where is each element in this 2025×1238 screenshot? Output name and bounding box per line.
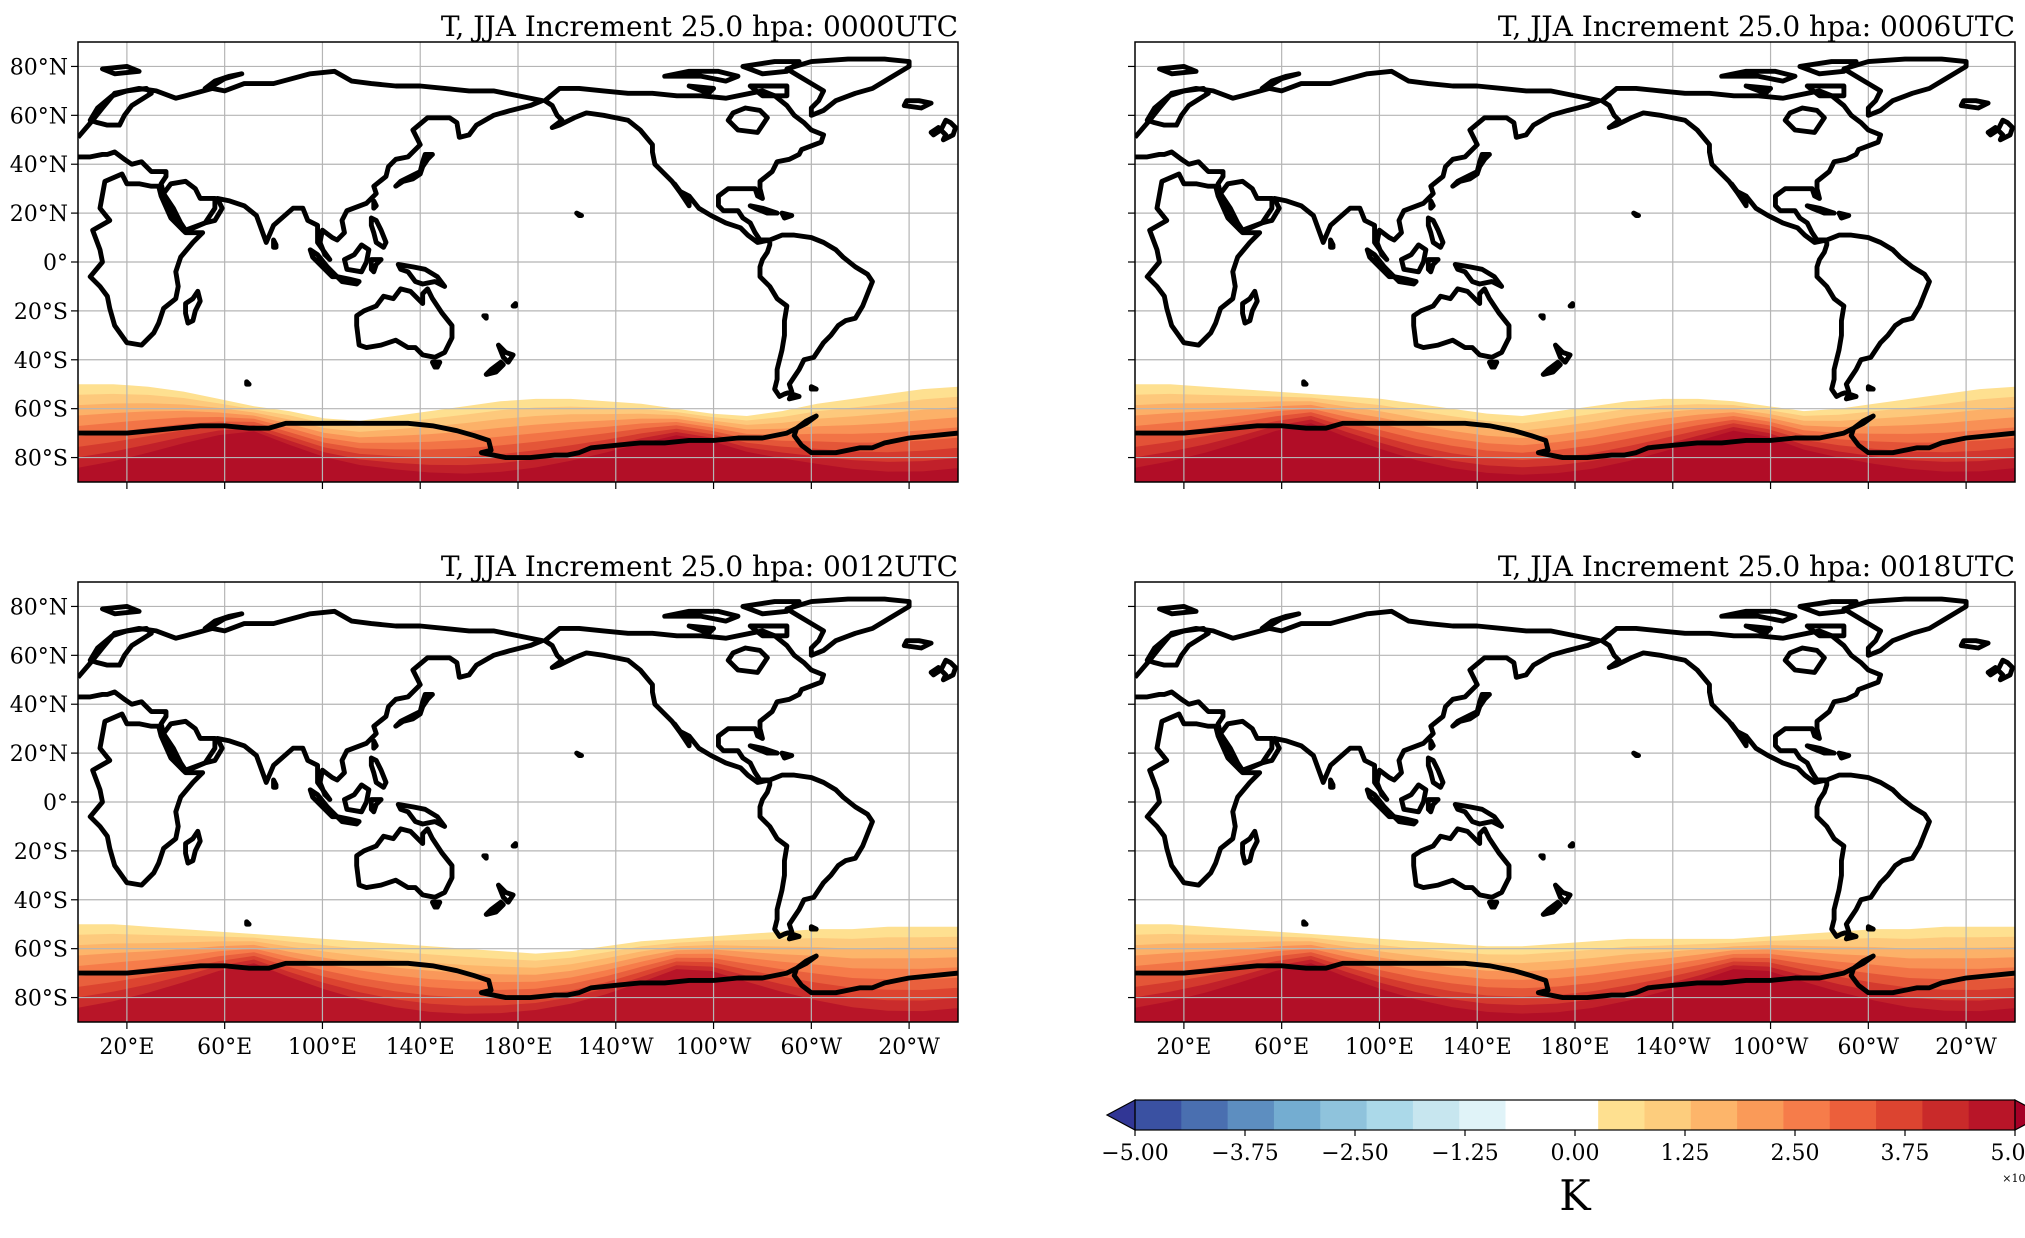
lon-tick-label: 180°E xyxy=(483,1035,552,1060)
colorbar-extend-low xyxy=(1105,1098,1136,1132)
colorbar-swatch xyxy=(1783,1100,1831,1130)
contour-level-8 xyxy=(1135,963,2015,1022)
lat-tick-label: 80°S xyxy=(14,447,68,472)
lon-tick-label: 140°E xyxy=(386,1035,455,1060)
lat-tick-label: 20°N xyxy=(10,742,68,767)
lat-tick-label: 80°N xyxy=(10,595,68,620)
colorbar-tick-label: −1.25 xyxy=(1431,1141,1498,1166)
colorbar-swatch xyxy=(1876,1100,1923,1130)
colorbar-swatch xyxy=(1135,1100,1182,1130)
colorbar-swatch xyxy=(1551,1100,1599,1130)
colorbar-swatch xyxy=(1922,1100,1970,1130)
lon-tick-label: 60°W xyxy=(781,1035,843,1060)
lat-tick-label: 0° xyxy=(43,791,68,816)
colorbar-swatch xyxy=(1598,1100,1645,1130)
lon-tick-label: 140°E xyxy=(1443,1035,1512,1060)
map-panel-1: T, JJA Increment 25.0 hpa: 0006UTC xyxy=(1128,10,2016,489)
colorbar-swatch xyxy=(1737,1100,1784,1130)
lon-tick-label: 100°W xyxy=(676,1035,752,1060)
lon-tick-label: 140°W xyxy=(578,1035,654,1060)
colorbar-swatch xyxy=(1829,1100,1877,1130)
map-panel-0: T, JJA Increment 25.0 hpa: 0000UTC 80°N 60… xyxy=(10,10,959,489)
colorbar-tick-label: −2.50 xyxy=(1321,1141,1388,1166)
colorbar-swatch xyxy=(1412,1100,1460,1130)
lat-tick-label: 80°S xyxy=(14,987,68,1012)
colorbar-swatch xyxy=(1273,1100,1321,1130)
lat-tick-label: 80°N xyxy=(10,55,68,80)
panel-title: T, JJA Increment 25.0 hpa: 0000UTC xyxy=(441,10,958,43)
lat-tick-label: 0° xyxy=(43,251,68,276)
lon-tick-label: 20°W xyxy=(878,1035,940,1060)
colorbar-swatch xyxy=(1320,1100,1368,1130)
lat-tick-label: 40°N xyxy=(10,153,68,178)
colorbar-swatch xyxy=(1181,1100,1229,1130)
map-panel-2: T, JJA Increment 25.0 hpa: 0012UTC 80°N 60… xyxy=(10,550,959,1060)
contour-level-8 xyxy=(78,963,958,1022)
colorbar-tick-label: 2.50 xyxy=(1771,1141,1820,1166)
lat-tick-label: 20°N xyxy=(10,202,68,227)
colorbar: −5.00 −3.75 −2.50 −1.25 0.00 1.25 2.50 3.75 5.00… xyxy=(1101,1098,2025,1220)
colorbar-tick-label: −3.75 xyxy=(1211,1141,1278,1166)
lat-tick-label: 40°S xyxy=(14,349,68,374)
lon-tick-label: 60°E xyxy=(197,1035,252,1060)
lon-tick-label: 100°E xyxy=(1345,1035,1414,1060)
lat-tick-label: 60°N xyxy=(10,644,68,669)
colorbar-tick-label: −5.00 xyxy=(1101,1141,1168,1166)
panel-title: T, JJA Increment 25.0 hpa: 0006UTC xyxy=(1498,10,2015,43)
lat-tick-label: 60°S xyxy=(14,938,68,963)
lon-tick-label: 60°W xyxy=(1838,1035,1900,1060)
colorbar-swatch xyxy=(1968,1100,2016,1130)
colorbar-tick-label: 3.75 xyxy=(1881,1141,1930,1166)
panel-title: T, JJA Increment 25.0 hpa: 0012UTC xyxy=(441,550,958,583)
lon-tick-label: 20°E xyxy=(1156,1035,1211,1060)
lon-tick-label: 60°E xyxy=(1254,1035,1309,1060)
colorbar-extend-high xyxy=(2014,1098,2025,1132)
colorbar-swatch xyxy=(1644,1100,1692,1130)
lon-tick-label: 140°W xyxy=(1635,1035,1711,1060)
colorbar-tick-label: 1.25 xyxy=(1661,1141,1710,1166)
lat-tick-label: 40°S xyxy=(14,889,68,914)
contour-level-8 xyxy=(1135,423,2015,482)
panel-title: T, JJA Increment 25.0 hpa: 0018UTC xyxy=(1498,550,2015,583)
lon-tick-label: 100°E xyxy=(288,1035,357,1060)
colorbar-multiplier: ×10⁻¹ xyxy=(2002,1172,2025,1185)
lon-tick-label: 20°E xyxy=(99,1035,154,1060)
colorbar-label: K xyxy=(1559,1171,1592,1220)
colorbar-tick-label: 5.00 xyxy=(1991,1141,2025,1166)
lat-tick-label: 60°S xyxy=(14,398,68,423)
colorbar-swatch xyxy=(1366,1100,1414,1130)
lon-tick-label: 20°W xyxy=(1935,1035,1997,1060)
colorbar-swatch xyxy=(1505,1100,1553,1130)
colorbar-swatch xyxy=(1459,1100,1507,1130)
contour-level-8 xyxy=(78,431,958,482)
lat-tick-label: 60°N xyxy=(10,104,68,129)
colorbar-swatch xyxy=(1227,1100,1275,1130)
colorbar-tick-label: 0.00 xyxy=(1551,1141,1600,1166)
gridlines xyxy=(78,42,958,482)
lon-tick-label: 180°E xyxy=(1540,1035,1609,1060)
lat-tick-label: 20°S xyxy=(14,840,68,865)
colorbar-swatch xyxy=(1690,1100,1738,1130)
lat-tick-label: 20°S xyxy=(14,300,68,325)
lat-tick-label: 40°N xyxy=(10,693,68,718)
map-panel-3: T, JJA Increment 25.0 hpa: 0018UTC 20°E 60… xyxy=(1128,550,2016,1060)
lon-tick-label: 100°W xyxy=(1733,1035,1809,1060)
